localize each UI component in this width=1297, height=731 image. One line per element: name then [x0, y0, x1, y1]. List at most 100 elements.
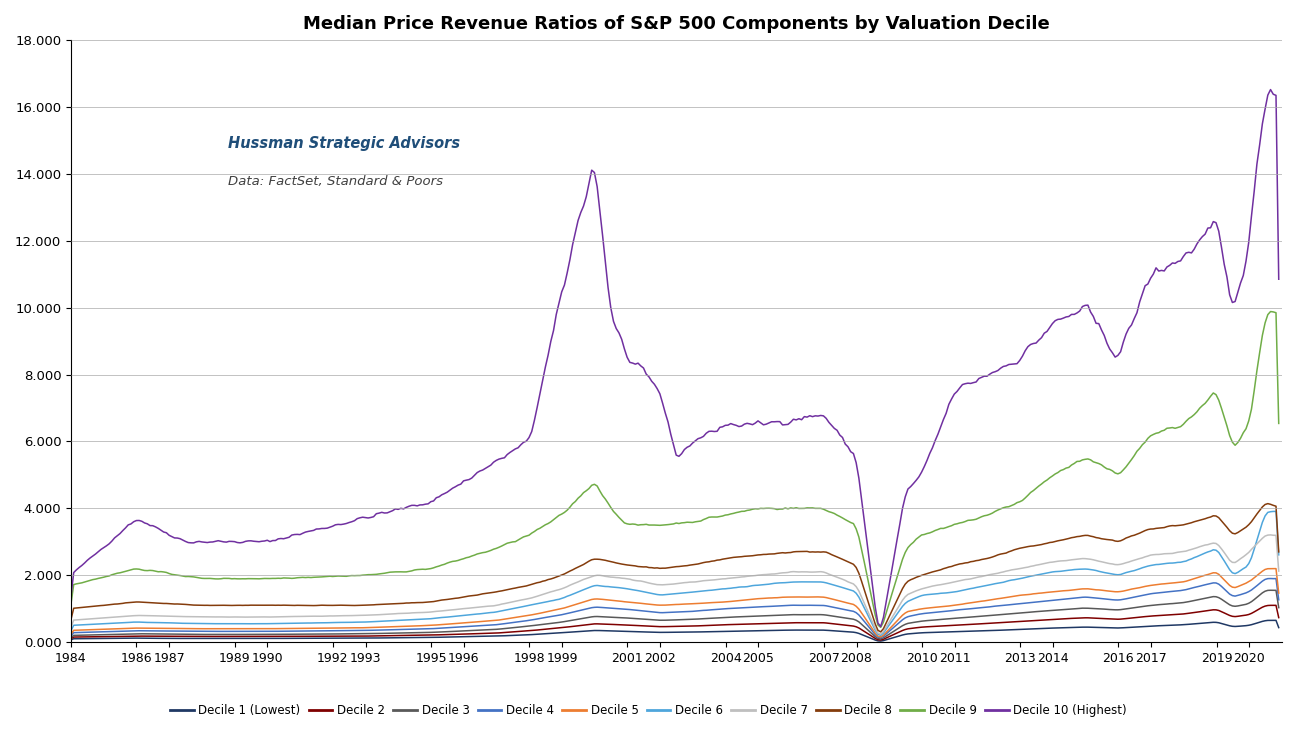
- Decile 2: [486, 629, 502, 637]
- Decile 5: [1271, 588, 1287, 597]
- Decile 9: [1263, 307, 1279, 316]
- Decile 7: [1271, 567, 1287, 575]
- Decile 9: [467, 550, 482, 559]
- Decile 10 (Highest): [64, 592, 79, 601]
- Line: Decile 7: Decile 7: [71, 535, 1279, 634]
- Text: Hussman Strategic Advisors: Hussman Strategic Advisors: [228, 137, 460, 151]
- Decile 2: [873, 635, 888, 644]
- Decile 6: [873, 631, 888, 640]
- Decile 3: [1271, 603, 1287, 612]
- Decile 4: [82, 628, 97, 637]
- Decile 10 (Highest): [497, 453, 512, 462]
- Decile 1 (Lowest): [1263, 616, 1279, 625]
- Decile 10 (Highest): [486, 458, 502, 466]
- Decile 1 (Lowest): [82, 635, 97, 643]
- Decile 9: [742, 506, 757, 515]
- Decile 2: [82, 632, 97, 641]
- Decile 2: [450, 630, 466, 639]
- Decile 9: [873, 623, 888, 632]
- Decile 5: [467, 618, 482, 626]
- Line: Decile 5: Decile 5: [71, 569, 1279, 637]
- Decile 6: [467, 610, 482, 618]
- Decile 8: [873, 627, 888, 636]
- Decile 2: [1268, 601, 1284, 610]
- Decile 3: [467, 626, 482, 635]
- Line: Decile 8: Decile 8: [71, 504, 1279, 632]
- Decile 9: [450, 556, 466, 565]
- Decile 9: [64, 599, 79, 608]
- Decile 1 (Lowest): [467, 632, 482, 641]
- Decile 6: [1271, 550, 1287, 559]
- Decile 1 (Lowest): [1271, 624, 1287, 632]
- Legend: Decile 1 (Lowest), Decile 2, Decile 3, Decile 4, Decile 5, Decile 6, Decile 7, D: Decile 1 (Lowest), Decile 2, Decile 3, D…: [165, 699, 1132, 721]
- Decile 3: [486, 625, 502, 634]
- Decile 3: [497, 624, 512, 633]
- Decile 7: [82, 615, 97, 624]
- Line: Decile 3: Decile 3: [71, 590, 1279, 639]
- Decile 1 (Lowest): [497, 632, 512, 640]
- Decile 4: [1271, 595, 1287, 604]
- Decile 7: [64, 623, 79, 632]
- Decile 8: [467, 591, 482, 599]
- Text: Data: FactSet, Standard & Poors: Data: FactSet, Standard & Poors: [228, 175, 444, 188]
- Decile 6: [450, 612, 466, 621]
- Decile 6: [82, 620, 97, 629]
- Decile 6: [742, 582, 757, 591]
- Decile 6: [64, 626, 79, 635]
- Decile 3: [742, 612, 757, 621]
- Decile 2: [467, 629, 482, 638]
- Decile 5: [64, 630, 79, 639]
- Decile 4: [742, 603, 757, 612]
- Line: Decile 1 (Lowest): Decile 1 (Lowest): [71, 621, 1279, 641]
- Decile 4: [450, 623, 466, 632]
- Line: Decile 6: Decile 6: [71, 512, 1279, 635]
- Decile 10 (Highest): [82, 553, 97, 562]
- Decile 9: [497, 540, 512, 549]
- Decile 10 (Highest): [450, 481, 466, 490]
- Decile 8: [742, 552, 757, 561]
- Decile 3: [450, 626, 466, 635]
- Decile 5: [82, 625, 97, 634]
- Decile 2: [64, 635, 79, 643]
- Decile 4: [873, 633, 888, 642]
- Decile 1 (Lowest): [486, 632, 502, 640]
- Line: Decile 10 (Highest): Decile 10 (Highest): [71, 90, 1279, 626]
- Decile 4: [486, 621, 502, 629]
- Decile 8: [1261, 499, 1276, 508]
- Decile 6: [486, 608, 502, 617]
- Line: Decile 9: Decile 9: [71, 311, 1279, 627]
- Decile 3: [82, 631, 97, 640]
- Decile 2: [497, 628, 512, 637]
- Decile 3: [64, 633, 79, 642]
- Decile 6: [497, 606, 512, 615]
- Decile 4: [497, 619, 512, 628]
- Line: Decile 4: Decile 4: [71, 578, 1279, 637]
- Decile 2: [742, 620, 757, 629]
- Title: Median Price Revenue Ratios of S&P 500 Components by Valuation Decile: Median Price Revenue Ratios of S&P 500 C…: [303, 15, 1049, 33]
- Decile 5: [873, 632, 888, 641]
- Decile 4: [1263, 574, 1279, 583]
- Decile 10 (Highest): [873, 622, 888, 631]
- Decile 3: [873, 635, 888, 643]
- Decile 7: [1263, 531, 1279, 539]
- Decile 7: [873, 629, 888, 638]
- Decile 4: [467, 621, 482, 630]
- Decile 5: [1268, 564, 1284, 573]
- Decile 7: [450, 605, 466, 613]
- Decile 5: [497, 615, 512, 624]
- Decile 8: [1271, 548, 1287, 556]
- Decile 9: [82, 576, 97, 585]
- Decile 8: [486, 588, 502, 596]
- Decile 5: [486, 616, 502, 625]
- Decile 10 (Highest): [1271, 275, 1287, 284]
- Decile 8: [497, 586, 512, 594]
- Decile 3: [1263, 586, 1279, 594]
- Decile 10 (Highest): [467, 471, 482, 480]
- Decile 9: [486, 545, 502, 553]
- Decile 7: [486, 602, 502, 610]
- Decile 8: [82, 602, 97, 611]
- Decile 5: [742, 595, 757, 604]
- Decile 4: [64, 632, 79, 640]
- Decile 1 (Lowest): [450, 632, 466, 641]
- Decile 7: [742, 572, 757, 580]
